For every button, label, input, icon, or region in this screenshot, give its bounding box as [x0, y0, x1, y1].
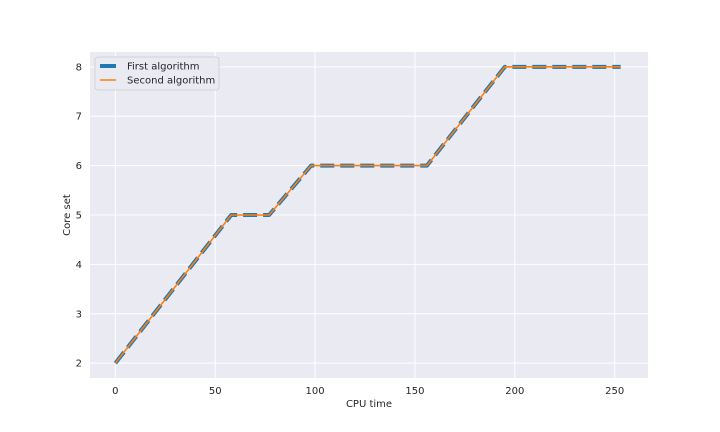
legend: First algorithm Second algorithm	[94, 56, 220, 91]
x-axis-ticks: 0 50 100 150 200 250	[112, 386, 624, 397]
y-tick-label: 3	[76, 309, 82, 320]
x-tick-label: 0	[112, 386, 118, 397]
series-layer	[113, 64, 621, 365]
legend-label-second-algorithm: Second algorithm	[127, 76, 215, 87]
x-axis-label: CPU time	[346, 399, 392, 410]
y-tick-label: 7	[76, 112, 82, 123]
y-axis-label: Core set	[62, 194, 73, 236]
legend-box	[94, 56, 220, 91]
y-tick-label: 8	[76, 62, 82, 73]
x-tick-label: 50	[209, 386, 222, 397]
x-tick-label: 200	[505, 386, 524, 397]
y-tick-label: 5	[76, 211, 82, 222]
x-tick-label: 150	[405, 386, 424, 397]
legend-label-first-algorithm: First algorithm	[127, 62, 200, 73]
y-tick-label: 2	[76, 359, 82, 370]
y-tick-label: 6	[76, 161, 82, 172]
y-tick-label: 4	[76, 260, 82, 271]
series-line-second-algorithm	[114, 66, 621, 364]
x-tick-label: 100	[306, 386, 325, 397]
y-axis-ticks: 2 3 4 5 6 7 8	[76, 62, 82, 369]
x-tick-label: 250	[605, 386, 624, 397]
